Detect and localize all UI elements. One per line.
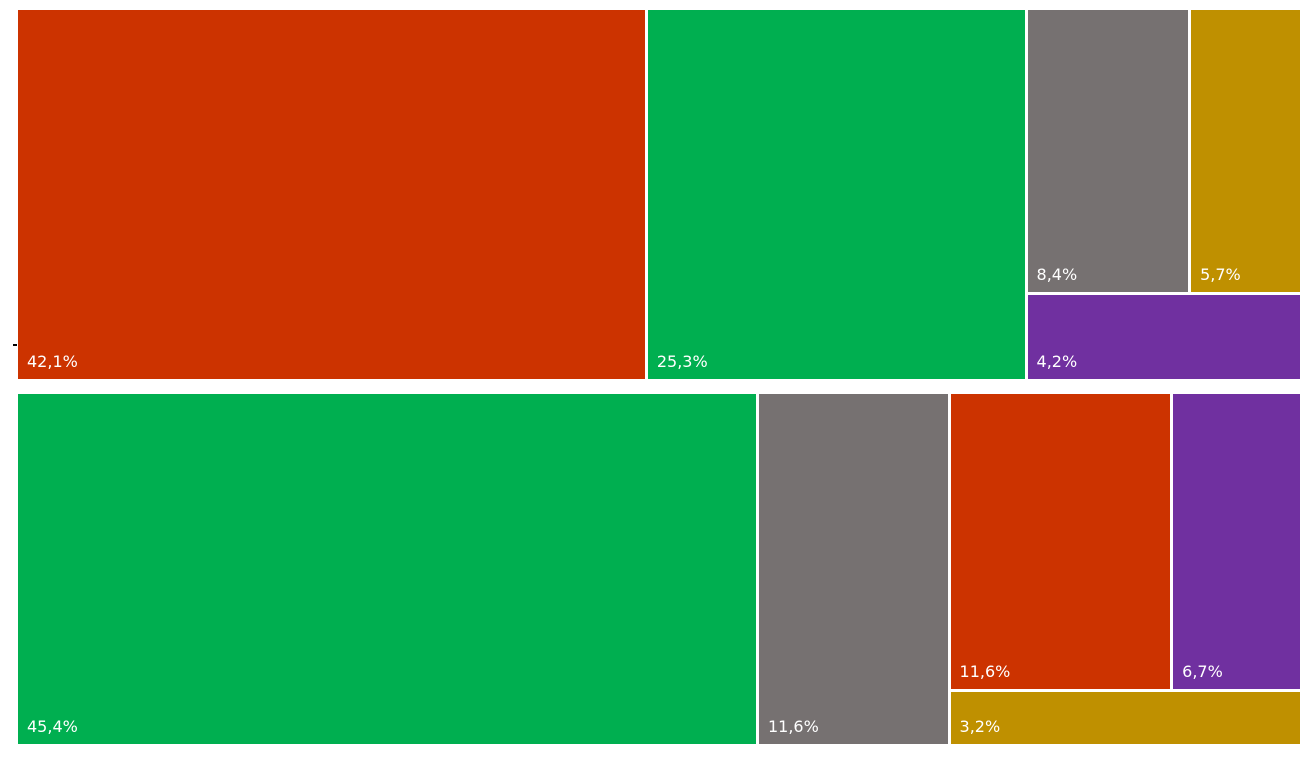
tile-value-label: 5,7% [1200, 265, 1241, 284]
treemap-tile: 4,2% [1027, 295, 1300, 379]
tile-value-label: 25,3% [656, 352, 708, 371]
tile-value-label: 42,1% [27, 352, 78, 371]
treemap-tile: 3,2% [950, 692, 1300, 744]
treemap-tile: 11,6% [758, 394, 948, 744]
tile-value-label: 4,2% [1036, 352, 1078, 371]
treemap-tile: 11,6% [950, 394, 1171, 690]
treemap-tile: 5,7% [1191, 10, 1300, 292]
treemap-tile: 45,4% [18, 394, 756, 744]
left-edge-tick-mark [13, 344, 17, 346]
tile-value-label: 3,2% [959, 716, 1001, 736]
tile-value-label: 11,6% [767, 717, 819, 736]
treemap-tile: 42,1% [18, 10, 645, 379]
treemap-tile: 25,3% [647, 10, 1025, 379]
treemap-top: 42,1% 25,3% 8,4% 5,7% 4,2% [18, 10, 1300, 379]
tile-value-label: 8,4% [1036, 265, 1078, 284]
tile-value-label: 11,6% [959, 662, 1011, 682]
treemap-tile: 6,7% [1173, 394, 1300, 690]
treemap-tile: 8,4% [1027, 10, 1189, 292]
tile-value-label: 6,7% [1182, 662, 1223, 682]
tile-value-label: 45,4% [27, 717, 78, 736]
treemap-bottom: 45,4% 11,6% 11,6% 6,7% 3,2% [18, 394, 1300, 744]
